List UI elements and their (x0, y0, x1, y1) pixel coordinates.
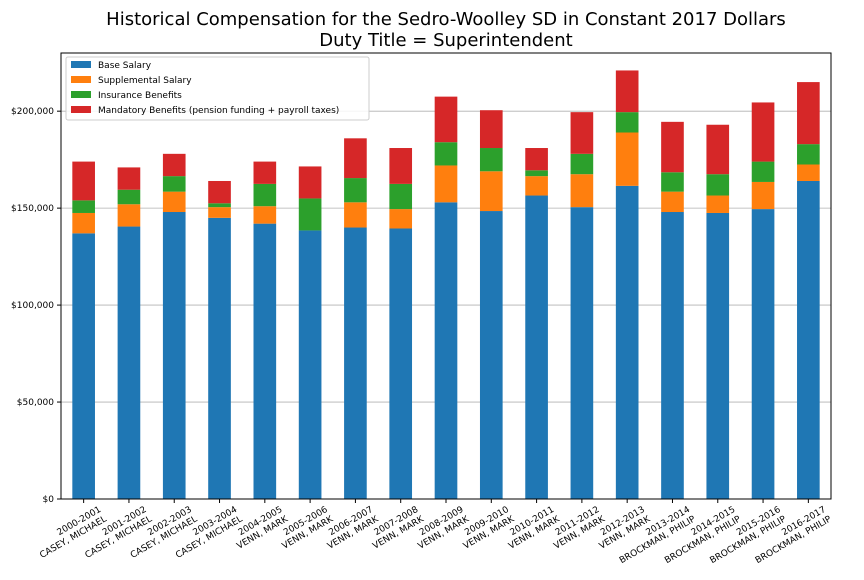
bar-segment (615, 132, 639, 186)
bar-segment (208, 180, 231, 204)
bar-segment (389, 209, 413, 229)
bar-segment (344, 138, 367, 179)
bar-segment (797, 144, 820, 165)
chart-title: Historical Compensation for the Sedro-Wo… (106, 9, 786, 30)
bar-segment (389, 183, 413, 210)
legend: Base Salary Supplemental Salary Insurance … (65, 56, 370, 121)
bar-segment (298, 198, 322, 231)
bar-segment (298, 166, 322, 199)
bar-segment (525, 176, 548, 196)
y-tick-label: $100,000 (11, 301, 54, 311)
bar-segment (661, 121, 684, 173)
bar-segment (389, 148, 413, 184)
bar-segment (434, 96, 458, 143)
bar-segment (525, 148, 548, 171)
bar-segment (706, 124, 730, 175)
bar-segment (117, 189, 141, 205)
bar-segment (615, 112, 639, 133)
bar-segment (661, 172, 684, 192)
bar-segment (706, 174, 730, 196)
bar-segment (797, 82, 820, 145)
bar-segment (479, 171, 503, 212)
bar-segment (344, 202, 367, 228)
bar-segment (661, 191, 684, 213)
bar-segment (72, 212, 95, 234)
bar-segment (72, 200, 95, 213)
bar-segment (706, 212, 730, 499)
bar-segment (570, 112, 594, 154)
bar-segment (72, 161, 95, 201)
bar-segment (344, 178, 367, 203)
bar-segment (570, 207, 594, 499)
legend-swatch (71, 106, 91, 113)
bar-segment (162, 212, 186, 499)
bar-segment (479, 148, 503, 172)
legend-label: Mandatory Benefits (pension funding + pa… (98, 106, 339, 116)
legend-label: Insurance Benefits (98, 91, 182, 101)
bar-segment (706, 195, 730, 213)
bar-segment (525, 195, 548, 499)
bar-segment (525, 170, 548, 177)
y-tick-label: $200,000 (11, 107, 54, 117)
bar-segment (253, 183, 277, 207)
chart-subtitle: Duty Title = Superintendent (319, 30, 572, 51)
bar-segment (434, 202, 458, 499)
bar-segment (570, 174, 594, 208)
bar-segment (253, 206, 277, 224)
bar-segment (661, 212, 684, 499)
bar-segment (570, 153, 594, 175)
bar-segment (72, 233, 95, 500)
bar-segment (117, 226, 141, 499)
bar-segment (751, 209, 775, 499)
y-tick-label: $0 (43, 495, 55, 505)
bar-segment (751, 102, 775, 162)
bar-segment (253, 161, 277, 184)
bar-segment (298, 230, 322, 500)
bar-segment (479, 110, 503, 149)
bar-segment (208, 203, 231, 208)
bar-segment (751, 161, 775, 182)
bar-segment (797, 164, 820, 181)
bars (72, 70, 820, 500)
bar-segment (479, 211, 503, 499)
legend-swatch (71, 76, 91, 83)
bar-segment (344, 227, 367, 500)
bar-segment (162, 176, 186, 192)
bar-segment (615, 70, 639, 113)
bar-segment (751, 181, 775, 210)
bar-segment (117, 204, 141, 227)
legend-swatch (71, 91, 91, 98)
bar-segment (615, 185, 639, 499)
legend-box (65, 56, 370, 121)
legend-label: Base Salary (98, 61, 152, 71)
bar-segment (797, 180, 820, 499)
bar-segment (253, 223, 277, 499)
bar-segment (162, 191, 186, 213)
bar-segment (208, 217, 231, 499)
bar-segment (208, 207, 231, 218)
y-axis: $0 $50,000 $100,000 $150,000 $200,000 (11, 107, 61, 505)
bar-segment (434, 142, 458, 166)
bar-segment (117, 167, 141, 190)
legend-swatch (71, 61, 91, 68)
y-tick-label: $50,000 (17, 398, 54, 408)
bar-segment (162, 153, 186, 177)
bar-segment (434, 165, 458, 203)
bar-segment (389, 228, 413, 499)
y-tick-label: $150,000 (11, 204, 54, 214)
legend-label: Supplemental Salary (98, 76, 192, 86)
